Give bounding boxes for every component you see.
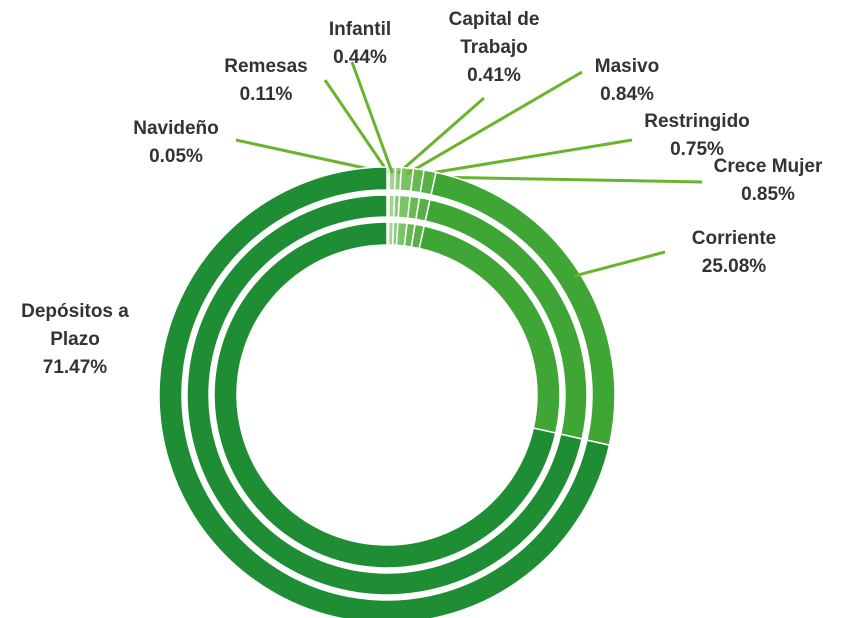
leader-line [350,61,394,174]
slice-label: Restringido 0.75% [627,108,767,164]
category-name: Remesas [224,56,308,77]
leader-line [235,138,388,175]
category-name: Crece Mujer [713,156,823,177]
donut-slice [158,166,611,618]
value-label: 25.08% [701,256,767,277]
slice-label: Corriente 25.08% [674,225,794,281]
leader-line [573,250,666,278]
value-label: 0.05% [149,146,203,167]
value-label: 0.85% [741,184,795,205]
category-name: Depósitos a Plazo [21,301,129,350]
leader-line [323,79,390,174]
leader-line [406,70,583,176]
leader-line [428,175,703,184]
category-name: Masivo [594,56,660,77]
leader-line [417,138,633,177]
category-name: Capital de Trabajo [448,9,540,58]
leader-line [397,96,485,175]
value-label: 0.11% [239,84,293,105]
slice-label: Masivo 0.84% [577,53,677,109]
value-label: 0.44% [333,47,387,68]
slice-label: Infantil 0.44% [310,16,410,72]
donut-slice [186,194,583,596]
slice-label: Remesas 0.11% [206,53,326,109]
donut-slice [213,221,557,569]
slice-label: Depósitos a Plazo 71.47% [0,298,150,382]
slice-label: Capital de Trabajo 0.41% [439,6,549,90]
value-label: 71.47% [42,357,108,378]
category-name: Infantil [328,19,392,40]
slice-label: Navideño 0.05% [106,115,246,171]
value-label: 0.75% [670,139,724,160]
category-name: Corriente [691,228,777,249]
slice-label: Crece Mujer 0.85% [698,153,838,209]
value-label: 0.84% [600,84,654,105]
value-label: 0.41% [467,65,521,86]
category-name: Restringido [644,111,750,132]
category-name: Navideño [133,118,219,139]
